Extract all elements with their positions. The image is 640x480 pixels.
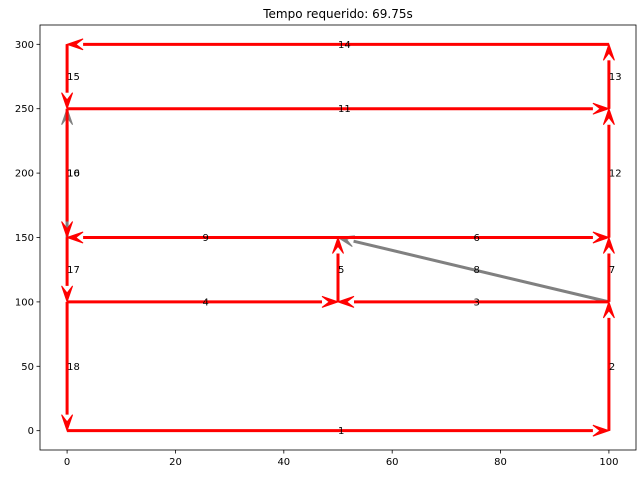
edge-11 xyxy=(67,102,611,115)
edge-18 xyxy=(61,301,74,433)
y-tick-label: 300 xyxy=(15,40,34,51)
edge-arrowhead xyxy=(61,414,74,433)
edge-arrowhead xyxy=(61,92,74,111)
edge-label: 2 xyxy=(609,362,615,373)
edge-15 xyxy=(61,44,74,111)
edge-arrowhead xyxy=(602,107,615,126)
edge-line xyxy=(353,239,610,304)
edge-2 xyxy=(602,300,615,431)
edge-arrowhead xyxy=(602,300,615,319)
edge-arrowhead xyxy=(61,285,74,304)
x-tick-label: 100 xyxy=(599,457,618,468)
y-tick-label: 250 xyxy=(15,104,34,115)
chart-title: Tempo requerido: 69.75s xyxy=(262,7,412,21)
y-tick-label: 50 xyxy=(21,362,34,373)
edge-14 xyxy=(65,38,609,51)
y-tick-label: 100 xyxy=(15,297,34,308)
edge-arrowhead xyxy=(602,42,615,61)
edge-7 xyxy=(602,235,615,302)
edge-13 xyxy=(602,42,615,109)
edge-arrowhead xyxy=(65,38,84,51)
edge-1 xyxy=(67,424,611,437)
x-tick-label: 60 xyxy=(386,457,399,468)
y-axis: 0 50 100 150 200 250 300 xyxy=(15,40,40,437)
edge-4 xyxy=(67,295,340,308)
edge-label: 8 xyxy=(473,265,479,276)
edge-arrowhead xyxy=(332,235,344,254)
edge-arrowhead xyxy=(602,235,615,254)
x-tick-label: 20 xyxy=(169,457,182,468)
edge-3 xyxy=(336,295,609,308)
edge-6 xyxy=(338,231,611,244)
x-tick-label: 0 xyxy=(64,457,70,468)
edge-label: 4 xyxy=(203,297,209,308)
edges xyxy=(61,38,615,437)
x-tick-label: 40 xyxy=(277,457,290,468)
edge-label: 10 xyxy=(67,169,80,180)
y-tick-label: 0 xyxy=(28,426,34,437)
edge-arrowhead xyxy=(336,295,355,308)
edge-label: 9 xyxy=(203,233,209,244)
edge-label: 5 xyxy=(338,265,344,276)
edge-arrowhead xyxy=(592,231,611,244)
edge-label: 3 xyxy=(473,297,479,308)
edge-label: 1 xyxy=(338,426,344,437)
edge-16 xyxy=(61,108,74,240)
edge-9 xyxy=(65,231,338,244)
edge-label: 11 xyxy=(338,104,351,115)
edge-arrowhead xyxy=(592,102,611,115)
edge-12 xyxy=(602,107,615,238)
edge-arrowhead xyxy=(65,231,84,244)
edge-arrowhead xyxy=(61,221,74,240)
x-axis: 0 20 40 60 80 100 xyxy=(64,450,618,468)
y-tick-label: 150 xyxy=(15,233,34,244)
x-tick-label: 80 xyxy=(494,457,507,468)
edge-label: 7 xyxy=(609,265,615,276)
edge-label: 18 xyxy=(67,362,80,373)
edge-17 xyxy=(61,237,74,304)
edge-arrowhead xyxy=(592,424,611,437)
edge-label: 16 xyxy=(67,169,80,180)
edge-label: 14 xyxy=(338,40,351,51)
edge-5 xyxy=(332,235,344,302)
edge-arrowhead xyxy=(321,295,340,308)
edge-label: 17 xyxy=(67,265,80,276)
edge-label: 15 xyxy=(67,72,80,83)
edge-label: 12 xyxy=(609,169,622,180)
edge-label: 13 xyxy=(609,72,622,83)
y-tick-label: 200 xyxy=(15,169,34,180)
edge-label: 6 xyxy=(473,233,479,244)
